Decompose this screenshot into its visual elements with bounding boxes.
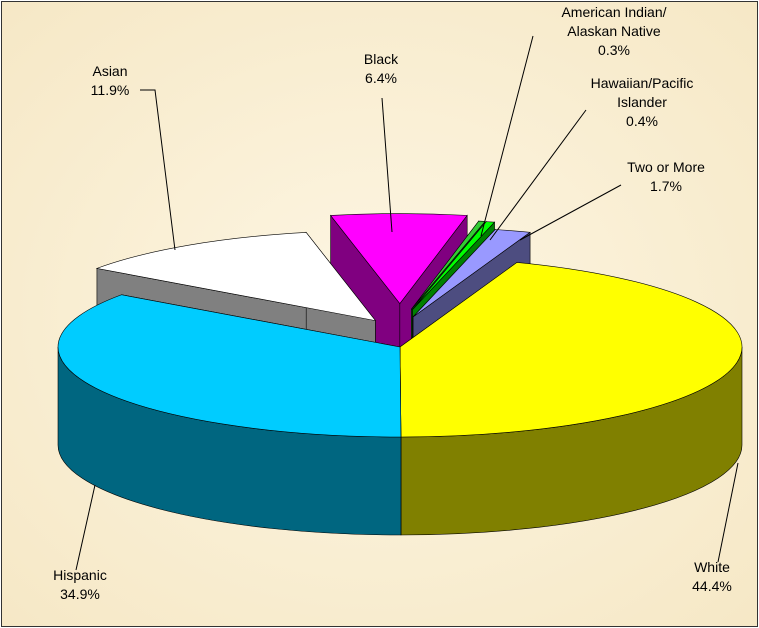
leader-line: [75, 484, 96, 571]
value-label: 6.4%: [365, 70, 397, 86]
slice: [399, 261, 743, 536]
slice: [412, 221, 496, 310]
value-label: 34.9%: [60, 586, 100, 602]
leader-line: [381, 97, 393, 233]
category-label: Black: [364, 51, 399, 67]
value-label: 1.7%: [650, 178, 682, 194]
category-label: White: [694, 559, 730, 575]
value-label: 0.3%: [598, 42, 630, 58]
category-label: Hawaiian/Pacific Islander: [591, 75, 694, 110]
leader-line: [480, 35, 534, 237]
category-label: American Indian/Alaskan Native: [561, 4, 666, 39]
value-label: 0.4%: [626, 113, 658, 129]
value-label: 11.9%: [91, 82, 130, 98]
labels: White 44.4% Hispanic 34.9% Asian 11.9% Black 6.…: [53, 4, 739, 602]
slice: [412, 229, 531, 318]
slice: [57, 294, 402, 536]
slice: [57, 294, 402, 438]
category-label: Hispanic: [53, 567, 107, 583]
leader-line: [140, 89, 176, 251]
leader-line: [519, 184, 622, 241]
slice: [399, 262, 743, 438]
slice: [329, 213, 468, 305]
leader-line: [717, 462, 739, 563]
pie: [57, 213, 743, 536]
category-label: Asian: [92, 63, 127, 79]
category-label: Two or More: [627, 159, 705, 175]
slice: [95, 232, 377, 322]
value-label: 44.4%: [692, 578, 732, 594]
leader-line: [489, 109, 587, 241]
